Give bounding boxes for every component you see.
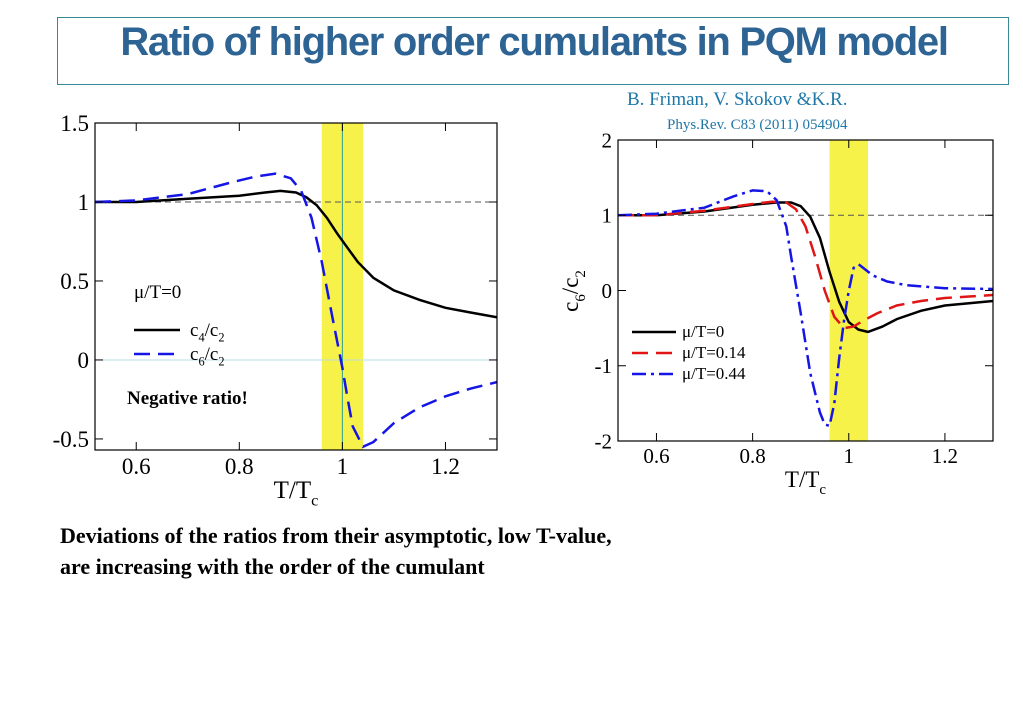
y-tick-label: -0.5 [53,427,89,452]
body-text-line-2: are increasing with the order of the cum… [60,554,485,579]
x-tick-label: 0.8 [739,444,765,468]
y-tick-label: 2 [602,128,613,152]
x-tick-label: 1 [844,444,855,468]
plot-frame [94,122,498,451]
series-group [618,189,993,428]
y-axis-label: c6/c2 [558,270,589,312]
y-tick-label: 0.5 [60,269,89,294]
series-line-1 [95,189,497,319]
series-line-2 [618,200,993,330]
x-tick-label: 1.2 [431,454,460,479]
legend-title: μ/T=0 [134,282,181,303]
y-tick-label: -2 [595,429,613,453]
legend-label-1: μ/T=0 [682,322,724,341]
x-tick-label: 1 [337,454,349,479]
x-tick-label: 0.6 [122,454,151,479]
x-tick-label: 0.6 [643,444,669,468]
series-line-3 [618,189,993,428]
legend-label-2: c6/c2 [190,344,225,369]
y-tick-label: 0 [78,348,90,373]
plot-frame [617,139,994,442]
body-text-line-1: Deviations of the ratios from their asym… [60,523,612,548]
negative-ratio-annotation: Negative ratio! [127,388,248,409]
x-tick-label: 1.2 [932,444,958,468]
y-tick-label: 1.5 [60,111,89,136]
legend-label-1: c4/c2 [190,320,225,345]
legend-label-3: μ/T=0.44 [682,364,746,383]
x-axis-label: T/Tc [274,477,319,510]
x-axis-label: T/Tc [785,467,827,498]
legend-label-2: μ/T=0.14 [682,343,746,362]
citation-authors: B. Friman, V. Skokov &K.R. [627,89,848,110]
y-tick-label: 0 [602,279,613,303]
series-line-1 [618,201,993,334]
page-title: Ratio of higher order cumulants in PQM m… [120,20,949,64]
x-tick-label: 0.8 [225,454,254,479]
title-box: Ratio of higher order cumulants in PQM m… [57,17,1009,85]
y-tick-label: -1 [595,354,613,378]
y-tick-label: 1 [78,190,90,215]
citation-reference: Phys.Rev. C83 (2011) 054904 [667,117,848,133]
series-group [95,172,497,449]
series-line-2 [95,172,497,449]
y-tick-label: 1 [602,204,613,228]
body-text: Deviations of the ratios from their asym… [60,520,612,582]
